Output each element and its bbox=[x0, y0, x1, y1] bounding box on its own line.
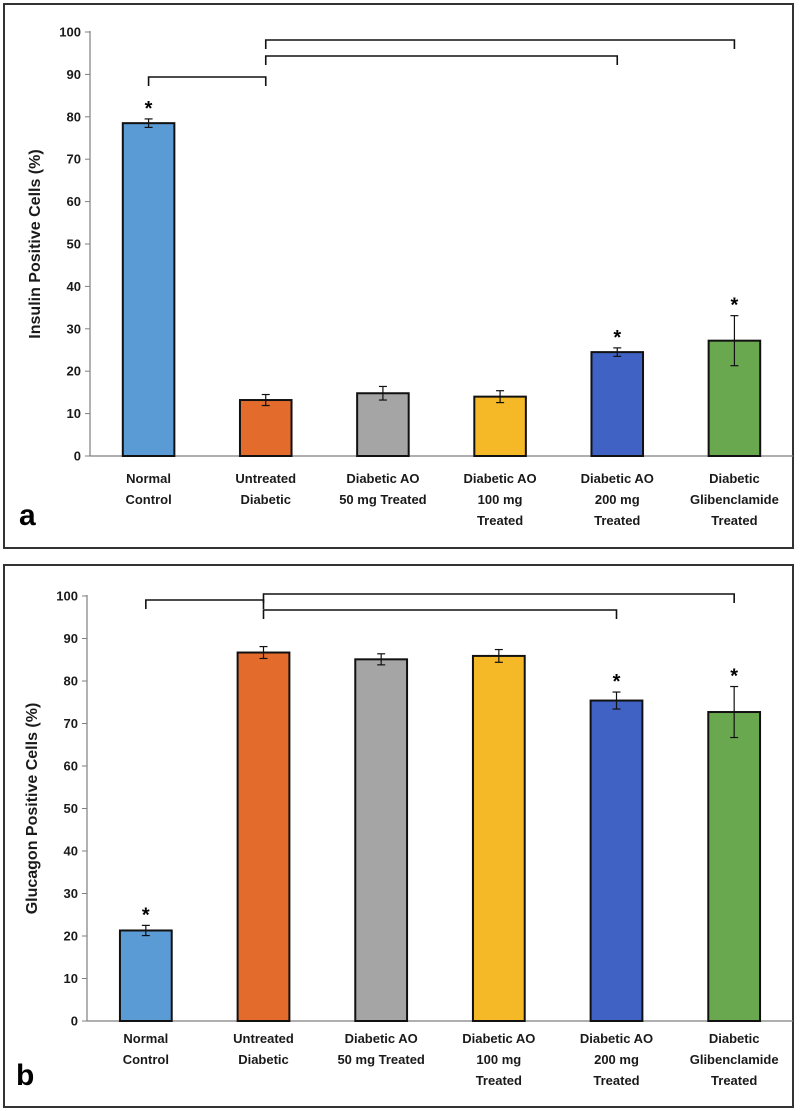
bar bbox=[471, 654, 526, 1023]
x-tick-label: Diabetic AO bbox=[463, 471, 536, 486]
significance-marker: * bbox=[145, 98, 153, 120]
x-tick-label: Treated bbox=[711, 1073, 757, 1088]
bar bbox=[238, 399, 293, 458]
x-tick-label: Glibenclamide bbox=[690, 492, 779, 507]
significance-marker: * bbox=[613, 327, 621, 349]
x-tick-label: Untreated bbox=[233, 1031, 294, 1046]
x-tick-label: Diabetic AO bbox=[462, 1031, 535, 1046]
bar bbox=[118, 929, 173, 1023]
y-tick-label: 70 bbox=[64, 716, 78, 731]
bar bbox=[121, 122, 176, 457]
x-tick-label: Diabetic AO bbox=[581, 471, 654, 486]
y-tick-label: 0 bbox=[74, 449, 81, 464]
x-tick-label: Diabetic AO bbox=[346, 471, 419, 486]
y-tick-label: 60 bbox=[67, 194, 81, 209]
x-tick-label: Diabetic bbox=[238, 1052, 289, 1067]
significance-bracket bbox=[264, 55, 619, 65]
y-tick-label: 60 bbox=[64, 759, 78, 774]
x-tick-label: Control bbox=[125, 492, 171, 507]
bar bbox=[356, 392, 410, 457]
significance-marker: * bbox=[142, 904, 150, 926]
y-tick-label: 80 bbox=[64, 674, 78, 689]
x-tick-label: Treated bbox=[477, 513, 523, 528]
y-tick-label: 40 bbox=[67, 279, 81, 294]
x-tick-label: Normal bbox=[123, 1031, 168, 1046]
y-tick-label: 50 bbox=[64, 801, 78, 816]
bar bbox=[707, 711, 762, 1022]
panel-label: b bbox=[16, 1059, 34, 1092]
x-tick-label: Untreated bbox=[235, 471, 296, 486]
x-tick-label: Diabetic AO bbox=[345, 1031, 418, 1046]
x-tick-label: 50 mg Treated bbox=[337, 1052, 424, 1067]
panel-b: 0 10 20 30 40 50 60 70 80 90 100 Glucagon Positive … bbox=[3, 564, 794, 1108]
panel-label: a bbox=[19, 499, 36, 532]
x-tick-label: Treated bbox=[594, 513, 640, 528]
x-tick-label: Diabetic bbox=[709, 1031, 760, 1046]
x-tick-label: Treated bbox=[711, 513, 757, 528]
x-tick-label: Control bbox=[123, 1052, 169, 1067]
y-tick-label: 0 bbox=[71, 1014, 78, 1029]
significance-marker: * bbox=[730, 666, 738, 688]
bar bbox=[354, 658, 409, 1022]
x-tick-label: Diabetic AO bbox=[580, 1031, 653, 1046]
x-tick-label: Diabetic bbox=[240, 492, 291, 507]
y-tick-label: 20 bbox=[64, 929, 78, 944]
x-tick-label: Treated bbox=[593, 1073, 639, 1088]
y-axis-label: Glucagon Positive Cells (%) bbox=[24, 703, 41, 915]
y-tick-label: 70 bbox=[67, 152, 81, 167]
x-tick-label: 200 mg bbox=[594, 1052, 639, 1067]
glucagon-chart: 0 10 20 30 40 50 60 70 80 90 100 Glucagon Positive … bbox=[16, 589, 793, 1092]
significance-bracket bbox=[262, 609, 618, 619]
significance-bracket bbox=[145, 599, 265, 609]
y-tick-label: 50 bbox=[67, 237, 81, 252]
panel-a: 0 10 20 30 40 50 60 70 80 90 100 Insulin Positive C… bbox=[3, 3, 794, 549]
x-tick-label: Glibenclamide bbox=[690, 1052, 779, 1067]
y-tick-label: 20 bbox=[67, 364, 81, 379]
x-tick-label: 200 mg bbox=[595, 492, 640, 507]
x-tick-label: Treated bbox=[476, 1073, 522, 1088]
bar bbox=[590, 351, 645, 457]
y-tick-label: 30 bbox=[67, 321, 81, 336]
bar bbox=[236, 651, 291, 1023]
significance-bracket bbox=[264, 39, 736, 49]
significance-bracket bbox=[262, 593, 735, 603]
x-tick-label: Diabetic bbox=[709, 471, 760, 486]
bar bbox=[473, 395, 527, 458]
y-tick-label: 90 bbox=[64, 631, 78, 646]
significance-bracket bbox=[147, 76, 267, 86]
x-tick-label: 50 mg Treated bbox=[339, 492, 426, 507]
significance-marker: * bbox=[613, 671, 621, 693]
insulin-chart: 0 10 20 30 40 50 60 70 80 90 100 Insulin Positive C… bbox=[19, 25, 793, 532]
significance-marker: * bbox=[731, 295, 739, 317]
y-tick-label: 90 bbox=[67, 67, 81, 82]
y-tick-label: 80 bbox=[67, 109, 81, 124]
x-tick-label: 100 mg bbox=[478, 492, 523, 507]
x-tick-label: 100 mg bbox=[476, 1052, 521, 1067]
y-axis-label: Insulin Positive Cells (%) bbox=[27, 149, 44, 338]
y-tick-label: 100 bbox=[56, 589, 78, 604]
y-tick-label: 10 bbox=[64, 971, 78, 986]
y-tick-label: 40 bbox=[64, 844, 78, 859]
y-tick-label: 10 bbox=[67, 406, 81, 421]
y-tick-label: 30 bbox=[64, 886, 78, 901]
x-tick-label: Normal bbox=[126, 471, 171, 486]
y-tick-label: 100 bbox=[59, 25, 81, 40]
bar bbox=[589, 699, 644, 1023]
